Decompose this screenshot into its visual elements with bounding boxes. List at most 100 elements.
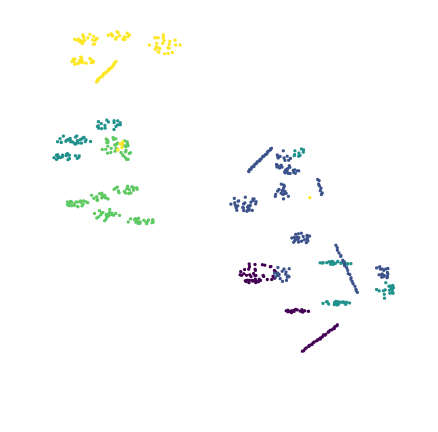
scatter-point <box>345 266 349 270</box>
scatter-point <box>254 202 258 206</box>
scatter-point <box>308 196 312 200</box>
scatter-point <box>92 196 96 200</box>
scatter-point <box>281 192 285 196</box>
scatter-point <box>345 300 349 304</box>
scatter-point <box>278 154 282 158</box>
scatter-point <box>124 191 128 195</box>
scatter-point <box>252 197 256 201</box>
scatter-point <box>82 199 86 203</box>
scatter-point <box>64 138 69 142</box>
scatter-point <box>65 152 69 156</box>
scatter-point <box>163 52 167 56</box>
scatter-point <box>293 153 297 157</box>
scatter-point <box>248 203 252 208</box>
scatter-point <box>334 243 338 247</box>
scatter-point <box>281 149 285 153</box>
scatter-point <box>106 144 110 148</box>
scatter-point <box>73 62 78 66</box>
scatter-point <box>290 236 294 240</box>
scatter-point <box>88 56 92 61</box>
scatter-point <box>260 263 264 267</box>
scatter-point <box>100 127 104 131</box>
scatter-point <box>302 238 306 242</box>
scatter-point <box>375 266 379 270</box>
scatter-point <box>91 59 96 64</box>
scatter-point <box>318 189 322 193</box>
scatter-point <box>384 267 388 271</box>
scatter-point <box>118 142 122 146</box>
scatter-point <box>319 186 323 190</box>
scatter-point <box>242 209 246 213</box>
scatter-point <box>265 277 269 282</box>
scatter-points <box>52 30 396 353</box>
scatter-point <box>103 196 107 200</box>
scatter-point <box>279 182 283 186</box>
scatter-point <box>391 291 395 295</box>
scatter-point <box>130 185 134 189</box>
scatter-point <box>167 42 171 47</box>
scatter-point <box>269 146 274 150</box>
scatter-point <box>284 309 288 313</box>
scatter-point <box>146 218 151 222</box>
scatter-point <box>298 153 302 158</box>
scatter-point <box>276 265 280 270</box>
scatter-point <box>114 142 118 146</box>
scatter-point <box>75 200 80 204</box>
scatter-point <box>235 208 239 212</box>
scatter-point <box>118 121 122 125</box>
scatter-point <box>253 262 257 267</box>
scatter-point <box>116 147 120 151</box>
scatter-point <box>73 57 77 61</box>
scatter-point <box>317 184 321 188</box>
scatter-point <box>349 262 353 266</box>
scatter-point <box>299 231 303 235</box>
scatter-point <box>76 204 80 208</box>
scatter-point <box>92 211 97 216</box>
scatter-point <box>321 301 325 305</box>
scatter-point <box>287 267 291 271</box>
scatter-point <box>262 274 266 279</box>
scatter-point <box>281 186 286 190</box>
scatter-point <box>319 192 323 197</box>
scatter-point <box>304 346 308 350</box>
scatter-point <box>161 35 166 39</box>
scatter-point <box>105 215 109 219</box>
scatter-point <box>134 220 138 224</box>
scatter-point <box>97 126 101 130</box>
scatter-point <box>120 145 124 150</box>
scatter-point <box>96 78 100 82</box>
scatter-point <box>252 271 256 276</box>
scatter-point <box>335 323 339 327</box>
scatter-point <box>97 209 102 213</box>
scatter-point <box>333 261 337 265</box>
scatter-point <box>112 187 116 191</box>
scatter-point <box>233 201 237 205</box>
scatter-point <box>283 158 287 162</box>
scatter-point <box>52 156 56 160</box>
scatter-point <box>286 194 290 198</box>
scatter-point <box>292 170 296 175</box>
scatter-point <box>68 199 73 203</box>
scatter-point <box>284 270 288 274</box>
scatter-point <box>390 288 394 292</box>
scatter-point <box>280 279 285 283</box>
scatter-point <box>135 186 139 190</box>
scatter-point <box>113 37 118 41</box>
scatter-point <box>104 137 108 141</box>
scatter-point <box>108 207 112 211</box>
scatter-point <box>273 194 277 198</box>
scatter-point <box>253 277 257 281</box>
scatter-point <box>75 139 79 143</box>
scatter-point <box>97 192 102 196</box>
scatter-point <box>100 191 104 195</box>
scatter-point <box>254 273 258 278</box>
scatter-point <box>282 267 286 271</box>
scatter-point <box>238 273 242 277</box>
scatter-point <box>353 284 357 288</box>
scatter-point <box>297 236 301 240</box>
scatter-point <box>96 120 100 124</box>
scatter-point <box>337 251 341 255</box>
scatter-point <box>337 301 341 305</box>
scatter-point <box>321 261 325 265</box>
scatter-point <box>380 272 384 276</box>
